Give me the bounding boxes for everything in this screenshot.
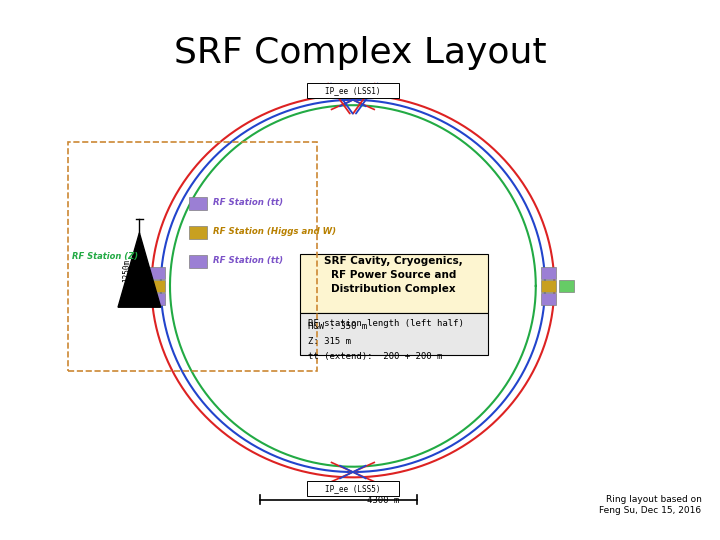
Text: tt (extend):  200 + 200 m: tt (extend): 200 + 200 m xyxy=(308,352,442,361)
Bar xyxy=(149,267,165,279)
Bar xyxy=(149,293,165,305)
Bar xyxy=(541,267,557,279)
Polygon shape xyxy=(118,233,161,307)
Text: Z: 315 m: Z: 315 m xyxy=(308,336,351,346)
Text: RF Station (tt): RF Station (tt) xyxy=(212,198,283,207)
Bar xyxy=(307,83,399,98)
Bar xyxy=(541,280,557,292)
Text: RF Station (Z): RF Station (Z) xyxy=(72,252,138,261)
Bar xyxy=(68,143,318,371)
Bar xyxy=(132,280,147,292)
Bar xyxy=(541,293,557,305)
Bar xyxy=(189,226,207,239)
Text: RF station length (left half): RF station length (left half) xyxy=(308,319,464,328)
Text: IP_ee (LSS1): IP_ee (LSS1) xyxy=(325,86,381,96)
Bar xyxy=(149,280,165,292)
Text: RF Station (tt): RF Station (tt) xyxy=(212,256,283,266)
Text: RF Station (Higgs and W): RF Station (Higgs and W) xyxy=(212,227,336,236)
Text: IP_ee (LSS5): IP_ee (LSS5) xyxy=(325,484,381,493)
Text: SRF Complex Layout: SRF Complex Layout xyxy=(174,36,546,70)
Text: H&W : 350 m: H&W : 350 m xyxy=(308,322,367,330)
Text: SRF Cavity, Cryogenics,
RF Power Source and
Distribution Complex: SRF Cavity, Cryogenics, RF Power Source … xyxy=(325,256,463,294)
Bar xyxy=(189,255,207,268)
Bar xyxy=(300,313,488,355)
Bar xyxy=(300,254,488,313)
Text: 1250m: 1250m xyxy=(122,259,131,281)
Bar xyxy=(559,280,575,292)
Bar xyxy=(307,481,399,496)
Text: 4300 m: 4300 m xyxy=(367,496,400,505)
Bar xyxy=(189,197,207,210)
Text: Ring layout based on
Feng Su, Dec 15, 2016: Ring layout based on Feng Su, Dec 15, 20… xyxy=(600,495,701,515)
